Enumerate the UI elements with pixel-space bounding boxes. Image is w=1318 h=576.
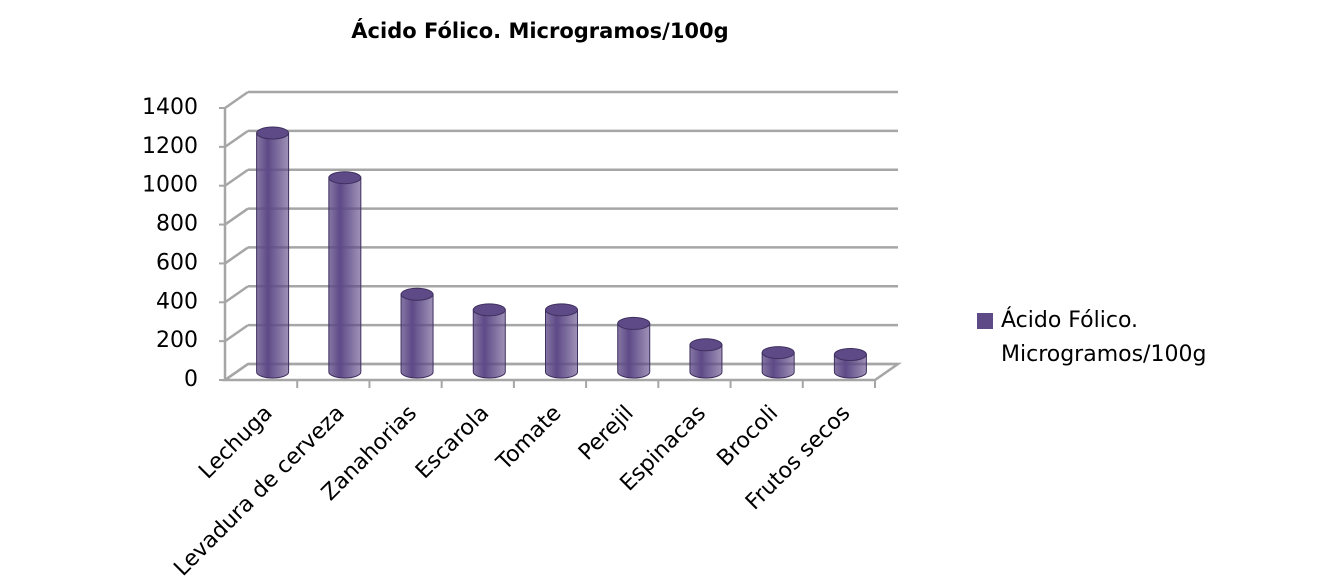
bar — [617, 322, 651, 379]
y-tick-label: 1400 — [142, 95, 198, 120]
legend: Ácido Fólico. Microgramos/100g — [977, 304, 1251, 372]
x-tick-label: Escarola — [411, 401, 494, 484]
x-tick-label: Perejil — [574, 401, 639, 466]
bar-top — [472, 303, 506, 317]
y-tick-label: 800 — [156, 212, 198, 237]
bar — [472, 309, 506, 379]
legend-label: Ácido Fólico. Microgramos/100g — [1001, 308, 1207, 367]
bar-top — [833, 348, 867, 362]
bar-top — [761, 346, 795, 360]
x-tick-label: Tomate — [491, 401, 566, 476]
bar — [761, 352, 795, 379]
bar — [545, 309, 578, 379]
y-tick-label: 1200 — [142, 134, 198, 159]
grid-line — [224, 207, 249, 226]
bar — [400, 293, 434, 379]
bar — [833, 354, 867, 379]
bar — [689, 344, 723, 379]
grid-line — [224, 90, 249, 110]
bar-top — [617, 316, 651, 330]
chart-title: Ácido Fólico. Microgramos/100g — [351, 18, 728, 43]
y-tick-label: 1000 — [142, 173, 198, 198]
grid-line — [224, 129, 249, 148]
bar-top — [256, 126, 290, 140]
bar — [256, 132, 290, 379]
y-tick-label: 200 — [156, 328, 198, 353]
bar-top — [328, 171, 362, 185]
grid-line — [224, 324, 249, 343]
legend-swatch — [977, 313, 993, 329]
y-tick-label: 400 — [156, 289, 198, 314]
y-tick-label: 0 — [184, 367, 198, 392]
grid-line — [224, 362, 249, 382]
bar-top — [400, 287, 434, 301]
grid-line — [224, 168, 249, 187]
x-tick-label: Brocoli — [713, 401, 784, 472]
bar-top — [689, 338, 723, 352]
grid-line — [224, 285, 249, 304]
y-tick-label: 600 — [156, 250, 198, 275]
bar — [328, 177, 362, 379]
bar-top — [545, 303, 578, 317]
grid-line — [224, 246, 249, 265]
